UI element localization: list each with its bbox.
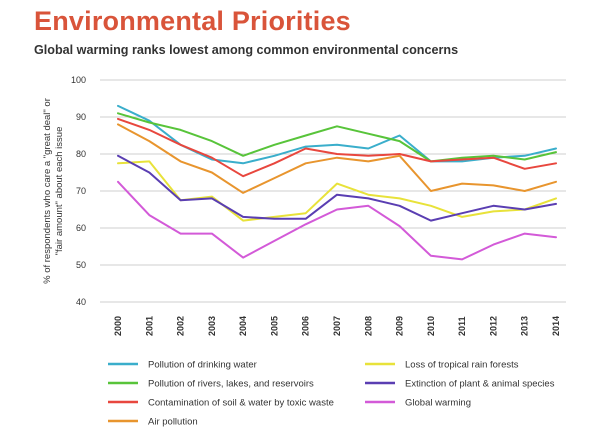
legend-item: Contamination of soil & water by toxic w… bbox=[108, 398, 334, 409]
y-axis-label-line: % of respondents who care a "great deal"… bbox=[42, 98, 53, 284]
legend-label: Extinction of plant & animal species bbox=[405, 379, 555, 390]
x-tick-label: 2006 bbox=[301, 316, 311, 336]
x-tick-label: 2002 bbox=[176, 316, 186, 336]
x-tick-label: 2001 bbox=[144, 316, 154, 336]
series-line-3 bbox=[117, 117, 557, 178]
legend-label: Loss of tropical rain forests bbox=[405, 360, 519, 371]
x-tick-label: 2014 bbox=[551, 316, 561, 336]
x-tick-label: 2008 bbox=[363, 316, 373, 336]
y-tick-label: 50 bbox=[76, 260, 86, 270]
legend: Pollution of drinking water Pollution of … bbox=[108, 360, 555, 428]
y-axis-label: % of respondents who care a "great deal"… bbox=[42, 98, 65, 284]
x-tick-label: 2004 bbox=[238, 316, 248, 336]
legend-item: Loss of tropical rain forests bbox=[365, 360, 519, 371]
legend-item: Pollution of drinking water bbox=[108, 360, 257, 371]
x-tick-label: 2009 bbox=[395, 316, 405, 336]
y-axis-label-line: "fair amount" about each issue bbox=[54, 127, 65, 256]
y-tick-label: 100 bbox=[71, 75, 86, 85]
y-tick-label: 60 bbox=[76, 223, 86, 233]
legend-label: Global warming bbox=[405, 398, 471, 409]
x-tick-label: 2012 bbox=[488, 316, 498, 336]
x-tick-label: 2000 bbox=[113, 316, 123, 336]
legend-label: Pollution of rivers, lakes, and reservoi… bbox=[148, 379, 314, 390]
legend-item: Pollution of rivers, lakes, and reservoi… bbox=[108, 379, 314, 390]
x-tick-label: 2011 bbox=[457, 316, 467, 336]
y-axis-ticks: 40 50 60 70 80 90 100 bbox=[71, 75, 86, 307]
y-tick-label: 70 bbox=[76, 186, 86, 196]
y-tick-label: 80 bbox=[76, 149, 86, 159]
legend-item: Global warming bbox=[365, 398, 471, 409]
x-tick-label: 2010 bbox=[426, 316, 436, 336]
series-line-2 bbox=[117, 112, 557, 163]
legend-label: Air pollution bbox=[148, 417, 198, 428]
x-tick-label: 2005 bbox=[269, 316, 279, 336]
series-lines bbox=[117, 104, 557, 261]
series-line-6 bbox=[117, 154, 557, 222]
y-tick-label: 90 bbox=[76, 112, 86, 122]
series-line-7 bbox=[117, 180, 557, 261]
chart-title: Environmental Priorities bbox=[34, 6, 351, 36]
chart-subtitle: Global warming ranks lowest among common… bbox=[34, 43, 459, 57]
legend-item: Extinction of plant & animal species bbox=[365, 379, 555, 390]
legend-label: Contamination of soil & water by toxic w… bbox=[148, 398, 334, 409]
series-line-4 bbox=[117, 123, 557, 194]
gridlines bbox=[100, 79, 566, 303]
x-tick-label: 2013 bbox=[520, 316, 530, 336]
x-axis-ticks: 2000 2001 2002 2003 2004 2005 2006 2007 2008 2009… bbox=[113, 316, 561, 336]
y-tick-label: 40 bbox=[76, 297, 86, 307]
legend-label: Pollution of drinking water bbox=[148, 360, 257, 371]
legend-item: Air pollution bbox=[108, 417, 198, 428]
x-tick-label: 2003 bbox=[207, 316, 217, 336]
x-tick-label: 2007 bbox=[332, 316, 342, 336]
